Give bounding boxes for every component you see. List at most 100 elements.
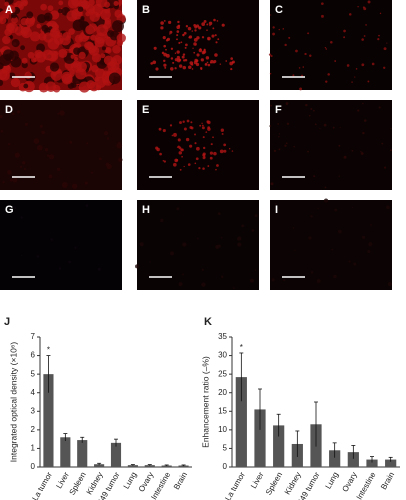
speckle bbox=[178, 64, 183, 68]
speckle bbox=[176, 207, 180, 211]
speckle bbox=[202, 167, 205, 170]
speckle bbox=[201, 282, 206, 287]
speckle bbox=[206, 29, 208, 31]
speckle bbox=[72, 19, 85, 32]
speckle bbox=[201, 124, 204, 127]
speckle bbox=[20, 216, 23, 219]
speckle bbox=[288, 36, 291, 39]
y-tick-label: 5 bbox=[223, 444, 228, 453]
y-tick-label: 2 bbox=[31, 425, 36, 434]
speckle bbox=[270, 54, 273, 58]
panel-label: J bbox=[4, 316, 10, 328]
speckle bbox=[313, 175, 316, 178]
speckle bbox=[348, 260, 351, 263]
speckle bbox=[299, 87, 303, 91]
speckle bbox=[51, 22, 58, 28]
image-panel: I bbox=[270, 198, 392, 290]
speckle bbox=[27, 51, 35, 59]
speckle bbox=[117, 141, 121, 145]
speckle bbox=[217, 38, 220, 41]
speckle bbox=[180, 148, 184, 152]
speckle bbox=[178, 282, 183, 287]
panel-label: D bbox=[5, 104, 13, 116]
speckle bbox=[310, 108, 313, 110]
speckle bbox=[282, 28, 285, 30]
speckle bbox=[351, 81, 353, 83]
speckle bbox=[58, 8, 63, 14]
speckle bbox=[172, 61, 175, 64]
speckle bbox=[209, 24, 211, 27]
image-panel: E bbox=[137, 100, 259, 190]
speckle bbox=[26, 11, 34, 19]
speckle bbox=[74, 34, 84, 43]
speckle bbox=[211, 34, 215, 38]
speckle bbox=[170, 67, 174, 71]
speckle bbox=[207, 120, 211, 125]
speckle bbox=[237, 242, 242, 247]
speckle bbox=[205, 131, 208, 133]
speckle bbox=[195, 59, 199, 63]
speckle bbox=[40, 3, 48, 11]
speckle bbox=[212, 136, 214, 139]
speckle bbox=[338, 175, 340, 177]
speckle bbox=[378, 106, 381, 109]
speckle bbox=[49, 27, 61, 38]
bar bbox=[110, 442, 122, 467]
speckle bbox=[370, 223, 373, 226]
speckle bbox=[200, 58, 204, 62]
speckle bbox=[153, 46, 157, 50]
speckle bbox=[204, 63, 208, 66]
speckle bbox=[22, 161, 26, 165]
speckle bbox=[187, 163, 191, 166]
speckle bbox=[4, 1, 10, 7]
speckle bbox=[176, 146, 179, 149]
x-tick-label: Spleen bbox=[264, 471, 284, 497]
speckle bbox=[203, 146, 206, 150]
speckle bbox=[70, 54, 75, 59]
speckle bbox=[228, 148, 231, 150]
panel-label: A bbox=[5, 4, 13, 16]
speckle bbox=[177, 24, 181, 27]
speckle bbox=[193, 23, 197, 27]
speckle bbox=[103, 1, 111, 8]
speckle bbox=[361, 63, 365, 67]
speckle bbox=[274, 202, 277, 205]
speckle bbox=[269, 125, 272, 127]
speckle bbox=[58, 48, 68, 58]
speckle bbox=[94, 36, 105, 48]
bar bbox=[254, 409, 266, 467]
speckle bbox=[184, 46, 187, 49]
speckle bbox=[269, 73, 272, 75]
image-panel: H bbox=[135, 200, 259, 290]
image-panel: F bbox=[269, 100, 392, 190]
x-tick-label: Intestine bbox=[355, 470, 378, 500]
speckle bbox=[201, 126, 205, 130]
speckle bbox=[11, 39, 20, 48]
speckle bbox=[74, 246, 77, 249]
speckle bbox=[351, 149, 354, 152]
speckle bbox=[221, 23, 225, 27]
speckle bbox=[220, 236, 223, 239]
speckle bbox=[295, 49, 298, 53]
speckle bbox=[220, 128, 224, 132]
speckle bbox=[89, 11, 100, 22]
speckle bbox=[203, 20, 207, 23]
speckle bbox=[179, 121, 182, 124]
speckle bbox=[199, 67, 203, 70]
speckle bbox=[219, 149, 224, 154]
speckle bbox=[39, 124, 43, 128]
speckle bbox=[0, 79, 4, 87]
speckle bbox=[50, 238, 53, 241]
speckle bbox=[284, 43, 287, 47]
speckle bbox=[319, 127, 321, 129]
speckle bbox=[69, 140, 73, 144]
speckle bbox=[56, 167, 61, 172]
speckle bbox=[367, 249, 371, 254]
speckle bbox=[48, 174, 53, 179]
speckle bbox=[45, 15, 50, 20]
speckle bbox=[160, 26, 164, 30]
speckle bbox=[170, 57, 174, 60]
speckle bbox=[321, 14, 324, 18]
speckle bbox=[24, 17, 35, 27]
